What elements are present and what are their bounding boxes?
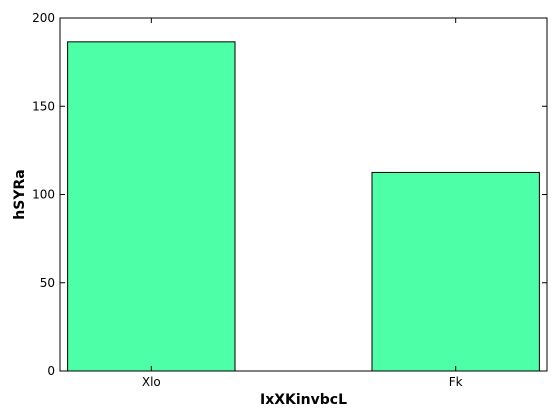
x-tick-label: Xlo bbox=[142, 375, 161, 389]
x-axis-ticks: Xlo Fk bbox=[142, 18, 463, 389]
y-axis-label: hSYRa bbox=[12, 169, 28, 219]
y-tick-label: 100 bbox=[32, 188, 55, 202]
bars bbox=[67, 41, 540, 372]
y-tick-label: 0 bbox=[47, 364, 55, 378]
y-axis-ticks: 0 50 100 150 200 bbox=[32, 11, 547, 378]
y-tick-label: 200 bbox=[32, 11, 55, 25]
y-tick-label: 150 bbox=[32, 99, 55, 113]
bar-fk bbox=[371, 171, 540, 372]
plot-area-frame bbox=[59, 17, 548, 372]
x-tick-label: Fk bbox=[449, 375, 463, 389]
y-tick-label: 50 bbox=[40, 276, 55, 290]
bar-xlo bbox=[67, 41, 236, 372]
x-axis-label: IxXKinvbcL bbox=[260, 392, 347, 408]
